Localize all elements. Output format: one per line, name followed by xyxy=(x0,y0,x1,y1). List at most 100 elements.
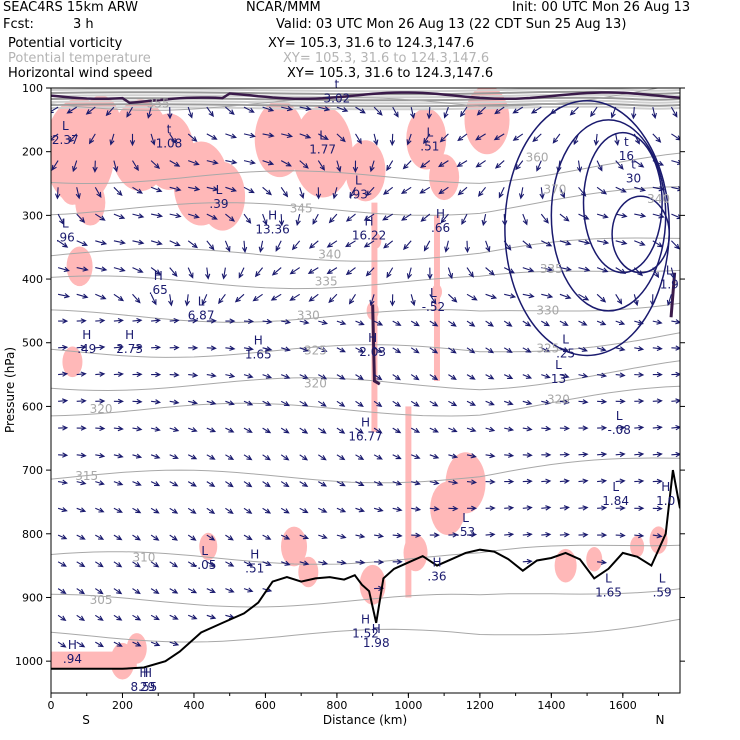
wind-speed-contour xyxy=(504,99,671,357)
wind-vector xyxy=(633,133,640,145)
extremum-value: .51 xyxy=(420,140,439,154)
wind-vector xyxy=(281,560,291,566)
wind-vector xyxy=(328,293,338,304)
wind-vector xyxy=(58,318,69,324)
wind-vector xyxy=(187,267,194,279)
wind-vector xyxy=(485,505,496,511)
extremum-value: 1.0 xyxy=(656,494,675,508)
wind-vector xyxy=(522,213,528,226)
wind-vector xyxy=(345,240,356,248)
wind-vector xyxy=(76,318,87,324)
pv-shade xyxy=(51,651,137,669)
wind-vector xyxy=(113,266,126,273)
y-tick-label: 500 xyxy=(22,337,43,350)
wind-vector xyxy=(429,400,439,407)
wind-vector xyxy=(355,481,365,486)
wind-vector xyxy=(464,240,471,254)
wind-vector xyxy=(234,293,245,303)
extremum-value: .25 xyxy=(556,346,575,360)
wind-vector xyxy=(578,320,588,326)
wind-vector xyxy=(336,559,347,566)
wind-vector xyxy=(206,588,216,593)
theta-contour-line xyxy=(51,237,680,262)
wind-vector xyxy=(448,427,458,433)
wind-vector xyxy=(94,187,102,198)
wind-vector xyxy=(132,293,141,304)
wind-vector xyxy=(132,561,141,568)
wind-vector xyxy=(392,347,402,354)
extremum-marker: L xyxy=(319,129,326,143)
wind-vector xyxy=(512,133,524,141)
wind-vector xyxy=(485,293,498,300)
wind-vector xyxy=(336,454,346,461)
wind-vector xyxy=(355,559,366,565)
extremum-marker: L xyxy=(198,294,205,308)
wind-vector xyxy=(392,454,402,460)
wind-vector xyxy=(151,344,162,351)
wind-vector xyxy=(466,293,478,301)
wind-vector xyxy=(429,479,440,486)
wind-vector xyxy=(615,346,626,352)
wind-vector xyxy=(383,186,394,195)
pv-shade-streak xyxy=(433,215,440,381)
wind-vector xyxy=(438,160,449,168)
extremum-marker: L xyxy=(612,480,619,494)
wind-vector xyxy=(281,346,291,352)
y-tick-label: 200 xyxy=(22,146,43,159)
wind-vector xyxy=(132,267,144,273)
wind-vector xyxy=(258,240,264,253)
pv-shade xyxy=(429,154,460,201)
wind-vector xyxy=(386,160,394,172)
right-end-label: N xyxy=(656,713,665,727)
wind-vector xyxy=(345,213,356,222)
wind-vector xyxy=(225,400,235,406)
wind-vector xyxy=(76,371,87,377)
wind-vector xyxy=(578,399,589,405)
wind-vector xyxy=(95,561,104,568)
wind-vector xyxy=(552,133,561,144)
wind-vector xyxy=(132,213,145,219)
wind-vector xyxy=(169,133,177,145)
wind-vector xyxy=(262,160,275,166)
extremum-marker: L xyxy=(555,358,562,372)
wind-vector xyxy=(295,213,301,227)
wind-vector xyxy=(615,267,627,274)
wind-vector xyxy=(238,267,245,279)
wind-vector xyxy=(225,213,235,222)
wind-vector xyxy=(126,106,133,118)
wind-vector xyxy=(275,240,282,252)
wind-vector xyxy=(365,267,375,277)
extremum-value: 29 xyxy=(140,680,155,694)
wind-vector xyxy=(299,534,310,540)
pv-shade xyxy=(75,179,106,226)
wind-vector xyxy=(522,347,532,353)
wind-vector xyxy=(150,534,160,541)
wind-vector xyxy=(355,454,365,460)
wind-vector xyxy=(336,481,346,487)
wind-vector xyxy=(225,159,238,165)
strat-band-line xyxy=(51,105,680,111)
wind-vector xyxy=(243,159,256,165)
wind-vector xyxy=(477,186,487,197)
wind-vector xyxy=(262,106,275,112)
y-tick-label: 100 xyxy=(22,82,43,95)
wind-vector xyxy=(522,505,533,511)
wind-vector xyxy=(355,507,365,513)
wind-vector xyxy=(132,426,143,432)
wind-vector xyxy=(559,505,570,511)
wind-vector xyxy=(299,105,312,112)
wind-vector xyxy=(188,372,199,378)
theta-contour-label: 335 xyxy=(315,275,338,289)
wind-vector xyxy=(318,481,328,487)
wind-vector xyxy=(76,614,86,622)
wind-vector xyxy=(299,187,305,200)
wind-vector xyxy=(559,532,570,538)
wind-vector xyxy=(532,133,542,143)
wind-speed-contour xyxy=(611,195,671,274)
wind-vector xyxy=(512,106,524,114)
wind-vector xyxy=(373,506,384,513)
wind-vector xyxy=(429,347,439,354)
wind-vector xyxy=(95,507,105,513)
extremum-value: 30 xyxy=(626,171,641,185)
field-xy-theta: XY= 105.3, 31.6 to 124.3,147.6 xyxy=(283,51,490,66)
